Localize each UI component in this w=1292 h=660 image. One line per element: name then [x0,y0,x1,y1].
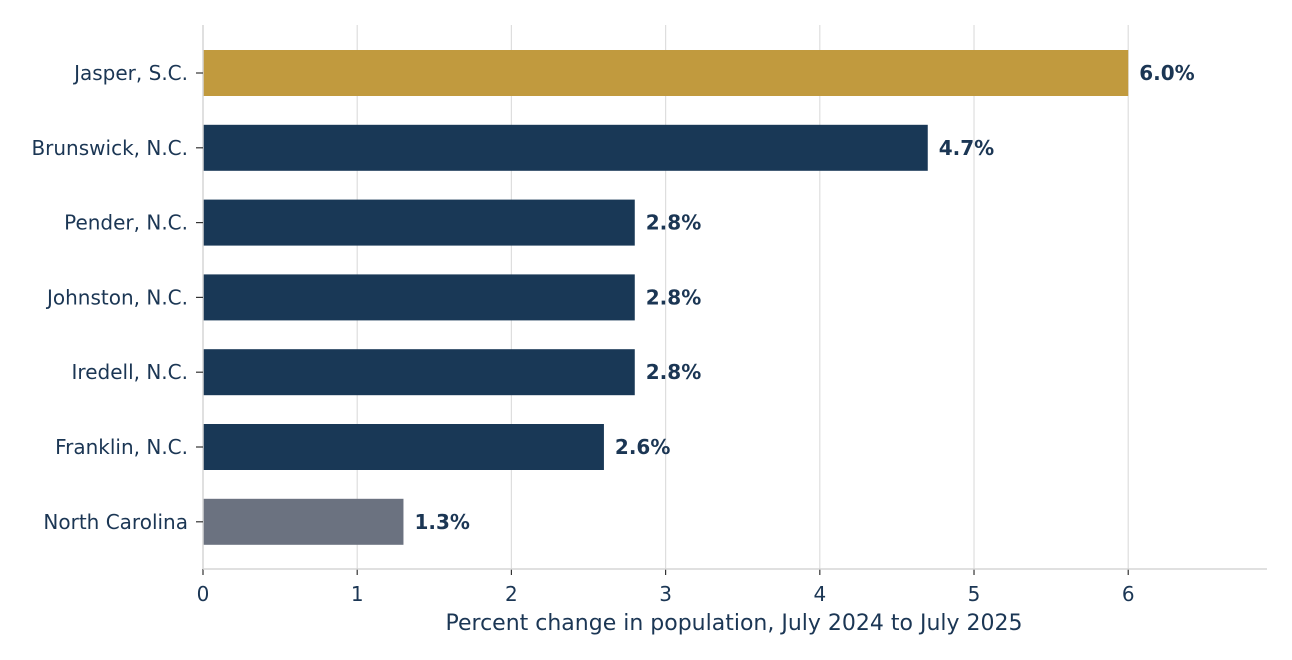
labels: 0 1 2 3 4 5 6 Jasper, S.C. 6.0% Brunswick, N.C. 4.… [31,61,1194,606]
category-label-4: Iredell, N.C. [72,360,188,384]
category-label-0: Jasper, S.C. [72,61,188,85]
bar-6 [203,498,404,545]
bars [203,50,1129,545]
x-tick-label-6: 6 [1122,582,1135,606]
bar-0 [203,50,1129,96]
bar-2 [203,199,635,246]
x-tick-label-5: 5 [968,582,981,606]
category-label-5: Franklin, N.C. [55,435,188,459]
value-label-3: 2.8% [646,285,701,309]
bar-1 [203,124,928,171]
x-tick-label-2: 2 [505,582,518,606]
x-tick-label-1: 1 [351,582,364,606]
x-tick-label-0: 0 [197,582,210,606]
category-label-1: Brunswick, N.C. [31,136,188,160]
value-label-1: 4.7% [939,136,994,160]
bar-5 [203,424,604,470]
bar-4 [203,349,635,396]
x-tick-label-3: 3 [659,582,672,606]
bar-3 [203,274,635,321]
value-label-6: 1.3% [414,510,469,534]
category-label-2: Pender, N.C. [64,211,188,235]
value-label-2: 2.8% [646,211,701,235]
axes [196,25,1267,575]
category-label-3: Johnston, N.C. [45,285,188,309]
value-label-5: 2.6% [615,435,670,459]
value-label-4: 2.8% [646,360,701,384]
x-tick-label-4: 4 [813,582,826,606]
category-label-6: North Carolina [43,510,188,534]
value-label-0: 6.0% [1139,61,1194,85]
grid-lines [356,25,1129,569]
x-axis-title: Percent change in population, July 2024 … [446,611,1023,636]
